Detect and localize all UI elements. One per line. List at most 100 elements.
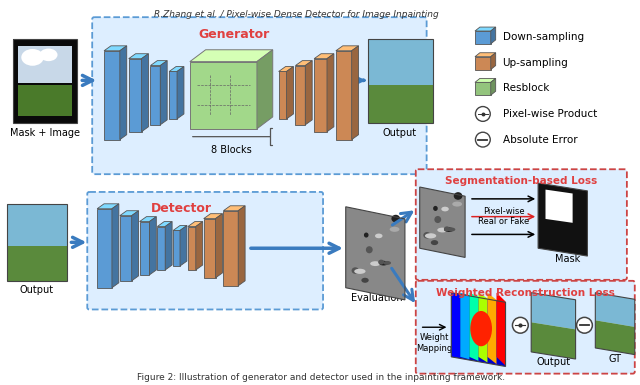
Ellipse shape xyxy=(442,207,449,211)
FancyBboxPatch shape xyxy=(87,192,323,310)
Bar xyxy=(8,246,67,281)
Ellipse shape xyxy=(452,201,462,207)
Polygon shape xyxy=(531,322,575,359)
Text: Output: Output xyxy=(20,285,54,295)
Polygon shape xyxy=(488,293,497,364)
Polygon shape xyxy=(475,79,495,82)
Ellipse shape xyxy=(454,192,463,200)
Text: Evaluation: Evaluation xyxy=(351,293,402,303)
Polygon shape xyxy=(305,60,312,125)
Polygon shape xyxy=(595,293,635,327)
Polygon shape xyxy=(238,206,245,286)
Ellipse shape xyxy=(392,215,400,223)
Polygon shape xyxy=(420,187,465,258)
Polygon shape xyxy=(257,50,273,129)
Text: Detector: Detector xyxy=(150,202,211,215)
Text: Pixel-wise Product: Pixel-wise Product xyxy=(502,109,597,119)
Polygon shape xyxy=(173,231,180,266)
Polygon shape xyxy=(165,222,172,270)
Polygon shape xyxy=(451,293,506,367)
Polygon shape xyxy=(196,222,203,270)
Polygon shape xyxy=(120,46,127,140)
Polygon shape xyxy=(327,54,334,132)
Polygon shape xyxy=(497,293,506,366)
Polygon shape xyxy=(169,67,184,72)
Polygon shape xyxy=(491,79,495,95)
Text: Weighted Reconstruction Loss: Weighted Reconstruction Loss xyxy=(436,288,614,298)
Bar xyxy=(13,39,77,123)
Ellipse shape xyxy=(444,227,454,232)
Polygon shape xyxy=(104,46,127,51)
Ellipse shape xyxy=(364,233,369,238)
Polygon shape xyxy=(173,226,187,231)
Ellipse shape xyxy=(431,240,438,245)
Polygon shape xyxy=(132,211,139,281)
Polygon shape xyxy=(149,217,156,275)
Polygon shape xyxy=(104,51,120,140)
Bar xyxy=(369,39,433,123)
Polygon shape xyxy=(97,209,112,288)
Polygon shape xyxy=(531,293,575,330)
Polygon shape xyxy=(188,226,196,270)
Text: Weight
Mapping: Weight Mapping xyxy=(417,333,452,353)
FancyBboxPatch shape xyxy=(416,281,635,373)
Polygon shape xyxy=(538,183,588,256)
Polygon shape xyxy=(150,65,160,125)
Ellipse shape xyxy=(437,228,447,233)
Text: Mask + Image: Mask + Image xyxy=(10,128,80,138)
Circle shape xyxy=(476,107,490,121)
Ellipse shape xyxy=(21,49,44,66)
Polygon shape xyxy=(169,72,177,119)
Polygon shape xyxy=(180,226,187,266)
Text: Resblock: Resblock xyxy=(502,83,549,93)
FancyBboxPatch shape xyxy=(92,17,427,174)
Text: 8 Blocks: 8 Blocks xyxy=(211,144,252,154)
Ellipse shape xyxy=(383,261,391,265)
Polygon shape xyxy=(141,54,148,132)
Polygon shape xyxy=(120,216,132,281)
Polygon shape xyxy=(278,72,287,119)
Polygon shape xyxy=(157,226,165,270)
Bar xyxy=(369,39,433,123)
Ellipse shape xyxy=(370,261,380,266)
Polygon shape xyxy=(204,219,216,278)
Polygon shape xyxy=(469,293,479,361)
Polygon shape xyxy=(475,82,491,95)
Polygon shape xyxy=(351,46,358,140)
Ellipse shape xyxy=(470,311,492,346)
Polygon shape xyxy=(150,60,167,65)
Ellipse shape xyxy=(390,227,399,232)
Polygon shape xyxy=(475,57,491,70)
Bar xyxy=(8,204,67,281)
Ellipse shape xyxy=(351,267,359,274)
Polygon shape xyxy=(112,204,119,288)
Circle shape xyxy=(577,317,593,333)
Ellipse shape xyxy=(366,246,372,253)
Ellipse shape xyxy=(425,233,436,238)
Polygon shape xyxy=(314,59,327,132)
Polygon shape xyxy=(451,293,460,358)
Polygon shape xyxy=(160,60,167,125)
Polygon shape xyxy=(157,222,172,226)
Polygon shape xyxy=(491,27,495,44)
Polygon shape xyxy=(177,67,184,119)
Polygon shape xyxy=(204,214,223,219)
Polygon shape xyxy=(475,31,491,44)
Polygon shape xyxy=(188,222,203,226)
Ellipse shape xyxy=(435,216,441,223)
Text: R.Zhang et al. / Pixel-wise Dense Detector for Image Inpainting: R.Zhang et al. / Pixel-wise Dense Detect… xyxy=(154,10,439,19)
Ellipse shape xyxy=(375,234,383,238)
Polygon shape xyxy=(120,211,139,216)
Bar xyxy=(8,204,67,281)
Polygon shape xyxy=(140,222,149,275)
Ellipse shape xyxy=(433,206,438,211)
Text: Down-sampling: Down-sampling xyxy=(502,32,584,42)
Text: Generator: Generator xyxy=(198,28,270,41)
Ellipse shape xyxy=(354,269,365,274)
Text: Up-sampling: Up-sampling xyxy=(502,58,568,68)
Polygon shape xyxy=(460,293,469,359)
Polygon shape xyxy=(129,59,141,132)
Polygon shape xyxy=(346,207,405,300)
Circle shape xyxy=(513,317,528,333)
Polygon shape xyxy=(479,293,488,362)
